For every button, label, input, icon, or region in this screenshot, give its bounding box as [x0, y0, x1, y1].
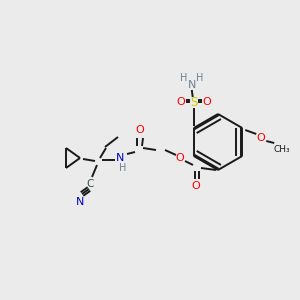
- Text: CH₃: CH₃: [274, 146, 291, 154]
- Text: H: H: [119, 163, 127, 173]
- Text: S: S: [190, 95, 197, 109]
- Text: H: H: [196, 73, 203, 83]
- Text: N: N: [76, 197, 84, 207]
- Text: C: C: [86, 179, 94, 189]
- Text: N: N: [116, 153, 124, 163]
- Text: N: N: [188, 80, 196, 90]
- Text: O: O: [176, 153, 184, 163]
- Text: O: O: [176, 97, 185, 107]
- Text: O: O: [257, 133, 266, 143]
- Text: O: O: [136, 125, 144, 135]
- Text: O: O: [202, 97, 211, 107]
- Text: O: O: [192, 181, 200, 191]
- Text: H: H: [180, 73, 188, 83]
